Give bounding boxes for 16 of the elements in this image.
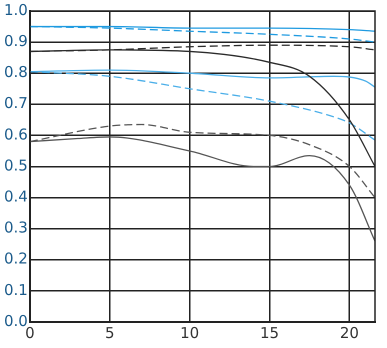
y-tick-label: 0.1 — [4, 280, 28, 299]
x-tick-label: 15 — [260, 324, 280, 342]
y-tick-label: 0.8 — [4, 63, 28, 82]
y-tick-label: 0.7 — [4, 94, 28, 112]
y-tick-label: 0.6 — [4, 125, 28, 144]
y-tick-label: 0.0 — [4, 312, 28, 330]
x-tick-label: 5 — [104, 324, 115, 342]
y-tick-label: 0.9 — [4, 32, 28, 50]
y-tick-label: 0.3 — [4, 218, 28, 237]
x-tick-label: 10 — [180, 324, 200, 342]
x-tick-label: 0 — [25, 324, 35, 342]
y-tick-label: 1.0 — [4, 0, 28, 19]
y-tick-label: 0.4 — [4, 187, 28, 206]
x-tick-label: 20 — [340, 324, 359, 342]
y-tick-label: 0.5 — [4, 156, 28, 174]
y-tick-label: 0.2 — [4, 250, 28, 268]
